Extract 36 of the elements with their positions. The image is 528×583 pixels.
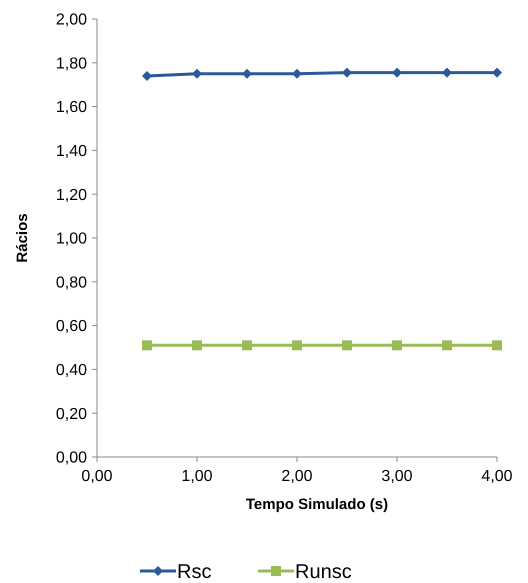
y-tick-label: 1,40 (56, 143, 88, 160)
y-tick-label: 1,60 (56, 99, 88, 116)
x-tick-label: 1,00 (181, 468, 213, 485)
point (492, 340, 502, 350)
point (342, 68, 352, 78)
y-axis-title: Rácios (14, 213, 31, 263)
point (392, 68, 402, 78)
point (292, 68, 302, 79)
point (392, 340, 402, 350)
y-tick-label: 1,80 (56, 55, 88, 72)
point (242, 68, 252, 79)
x-tick-label: 0,00 (81, 468, 113, 485)
x-tick-label: 3,00 (381, 468, 413, 485)
point (242, 340, 252, 350)
point (142, 340, 152, 350)
y-tick-label: 1,00 (56, 230, 88, 248)
y-tick-label: 0,20 (56, 406, 88, 423)
point (442, 68, 452, 78)
legend-label: Runsc (295, 561, 352, 583)
x-tick-label: 2,00 (281, 468, 313, 485)
y-tick-label: 0,60 (56, 318, 88, 336)
point (492, 68, 502, 78)
point (342, 340, 352, 350)
x-tick-label: 4,00 (481, 468, 513, 485)
point (142, 70, 152, 81)
point (192, 68, 202, 79)
y-tick-label: 0,80 (56, 274, 88, 292)
point (442, 340, 452, 350)
x-axis-title: Tempo Simulado (s) (246, 496, 388, 513)
y-tick-label: 0,40 (56, 362, 88, 379)
y-tick-label: 0,00 (56, 450, 88, 467)
point (292, 340, 302, 350)
legend-label: Rsc (177, 561, 212, 583)
y-tick-label: 2,00 (56, 12, 88, 29)
point (192, 340, 202, 350)
y-tick-label: 1,20 (56, 186, 88, 204)
